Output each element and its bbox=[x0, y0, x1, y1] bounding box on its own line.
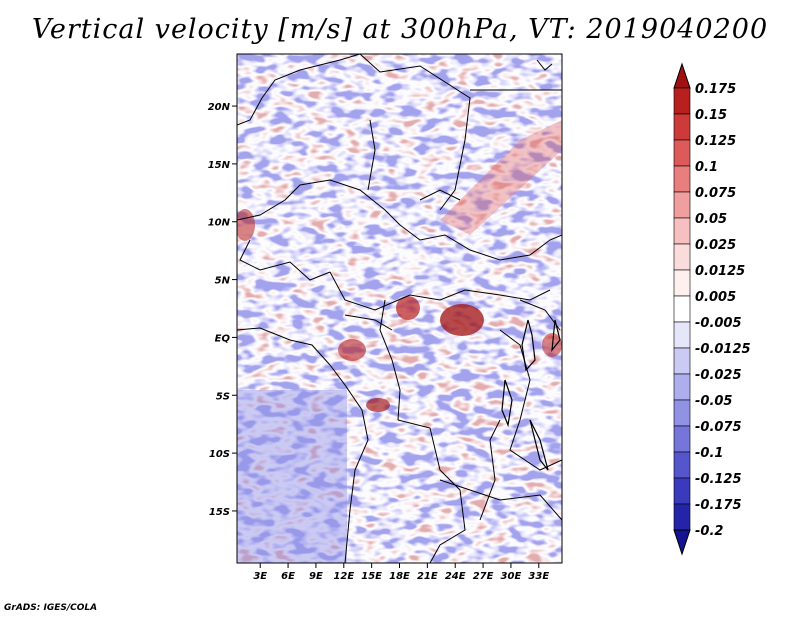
colorbar-label: 0.025 bbox=[695, 238, 736, 253]
lon-tick-label: 21E bbox=[417, 571, 438, 582]
colorbar-label: -0.2 bbox=[695, 524, 723, 539]
lat-tick-label: 20N bbox=[208, 102, 231, 113]
lat-tick-label: 5S bbox=[216, 391, 230, 402]
lon-tick-label: 33E bbox=[528, 571, 549, 582]
colorbar-label: -0.005 bbox=[695, 316, 742, 331]
colorbar-label: -0.175 bbox=[695, 498, 742, 513]
colorbar-label: -0.1 bbox=[695, 446, 723, 461]
colorbar-top-arrow bbox=[673, 62, 691, 89]
colorbar-segment bbox=[673, 295, 691, 323]
lon-tick-label: 3E bbox=[253, 571, 267, 582]
convection-cell bbox=[338, 339, 366, 361]
lon-tick-label: 15E bbox=[361, 571, 382, 582]
colorbar-segment bbox=[673, 191, 691, 219]
colorbar-segment bbox=[673, 347, 691, 375]
lat-tick-label: EQ bbox=[215, 333, 231, 344]
colorbar-label: -0.075 bbox=[695, 420, 742, 435]
colorbar-segment bbox=[673, 503, 691, 531]
colorbar-label: 0.125 bbox=[695, 134, 736, 149]
longitude-axis: 3E 6E 9E 12E 15E 18E 21E 24E 27E 30E 33E bbox=[253, 563, 549, 582]
lat-tick-label: 10N bbox=[208, 218, 231, 229]
colorbar-label: 0.005 bbox=[695, 290, 736, 305]
country-borders bbox=[237, 54, 562, 563]
lon-tick-label: 6E bbox=[281, 571, 295, 582]
colorbar-segment bbox=[673, 165, 691, 193]
grads-credit: GrADS: IGES/COLA bbox=[4, 603, 98, 613]
lat-tick-label: 5N bbox=[215, 276, 231, 287]
colorbar-label: 0.15 bbox=[695, 108, 727, 123]
colorbar-label: -0.125 bbox=[695, 472, 742, 487]
lon-tick-label: 24E bbox=[445, 571, 466, 582]
convection-cell bbox=[237, 209, 255, 241]
latitude-axis: 20N 15N 10N 5N EQ 5S 10S 15S bbox=[208, 102, 237, 518]
lat-tick-label: 15S bbox=[209, 507, 230, 518]
colorbar-segment bbox=[673, 217, 691, 245]
convection-cell bbox=[366, 398, 390, 412]
lat-tick-label: 15N bbox=[208, 160, 231, 171]
colorbar-segment bbox=[673, 139, 691, 167]
colorbar-label: -0.05 bbox=[695, 394, 732, 409]
colorbar-label: 0.075 bbox=[695, 186, 736, 201]
colorbar-bottom-arrow bbox=[673, 529, 691, 556]
colorbar-label: 0.175 bbox=[695, 82, 736, 97]
vertical-velocity-field bbox=[237, 54, 562, 563]
lon-tick-label: 9E bbox=[309, 571, 323, 582]
lon-tick-label: 27E bbox=[473, 571, 494, 582]
colorbar-segment bbox=[673, 269, 691, 297]
colorbar-segment bbox=[673, 243, 691, 271]
lon-tick-label: 12E bbox=[333, 571, 354, 582]
colorbar-label: -0.025 bbox=[695, 368, 742, 383]
colorbar-label: 0.1 bbox=[695, 160, 718, 175]
colorbar-segment bbox=[673, 87, 691, 115]
colorbar-segment bbox=[673, 113, 691, 141]
colorbar-segment bbox=[673, 477, 691, 505]
colorbar-segment bbox=[673, 321, 691, 349]
convection-cell bbox=[396, 296, 420, 320]
convection-cell bbox=[440, 304, 484, 336]
colorbar-segment bbox=[673, 373, 691, 401]
map-title: Vertical velocity [m/s] at 300hPa, VT: 2… bbox=[31, 14, 769, 45]
colorbar-label: -0.0125 bbox=[695, 342, 751, 357]
colorbar: 0.175 0.15 0.125 0.1 0.075 0.05 0.025 0.0125 0.0… bbox=[673, 62, 751, 556]
colorbar-segment bbox=[673, 451, 691, 479]
colorbar-segment bbox=[673, 425, 691, 453]
lon-tick-label: 18E bbox=[389, 571, 410, 582]
colorbar-segment bbox=[673, 399, 691, 427]
lon-tick-label: 30E bbox=[501, 571, 522, 582]
colorbar-label: 0.05 bbox=[695, 212, 727, 227]
lake-outlines bbox=[501, 319, 561, 471]
lat-tick-label: 10S bbox=[209, 449, 230, 460]
colorbar-label: 0.0125 bbox=[695, 264, 745, 279]
